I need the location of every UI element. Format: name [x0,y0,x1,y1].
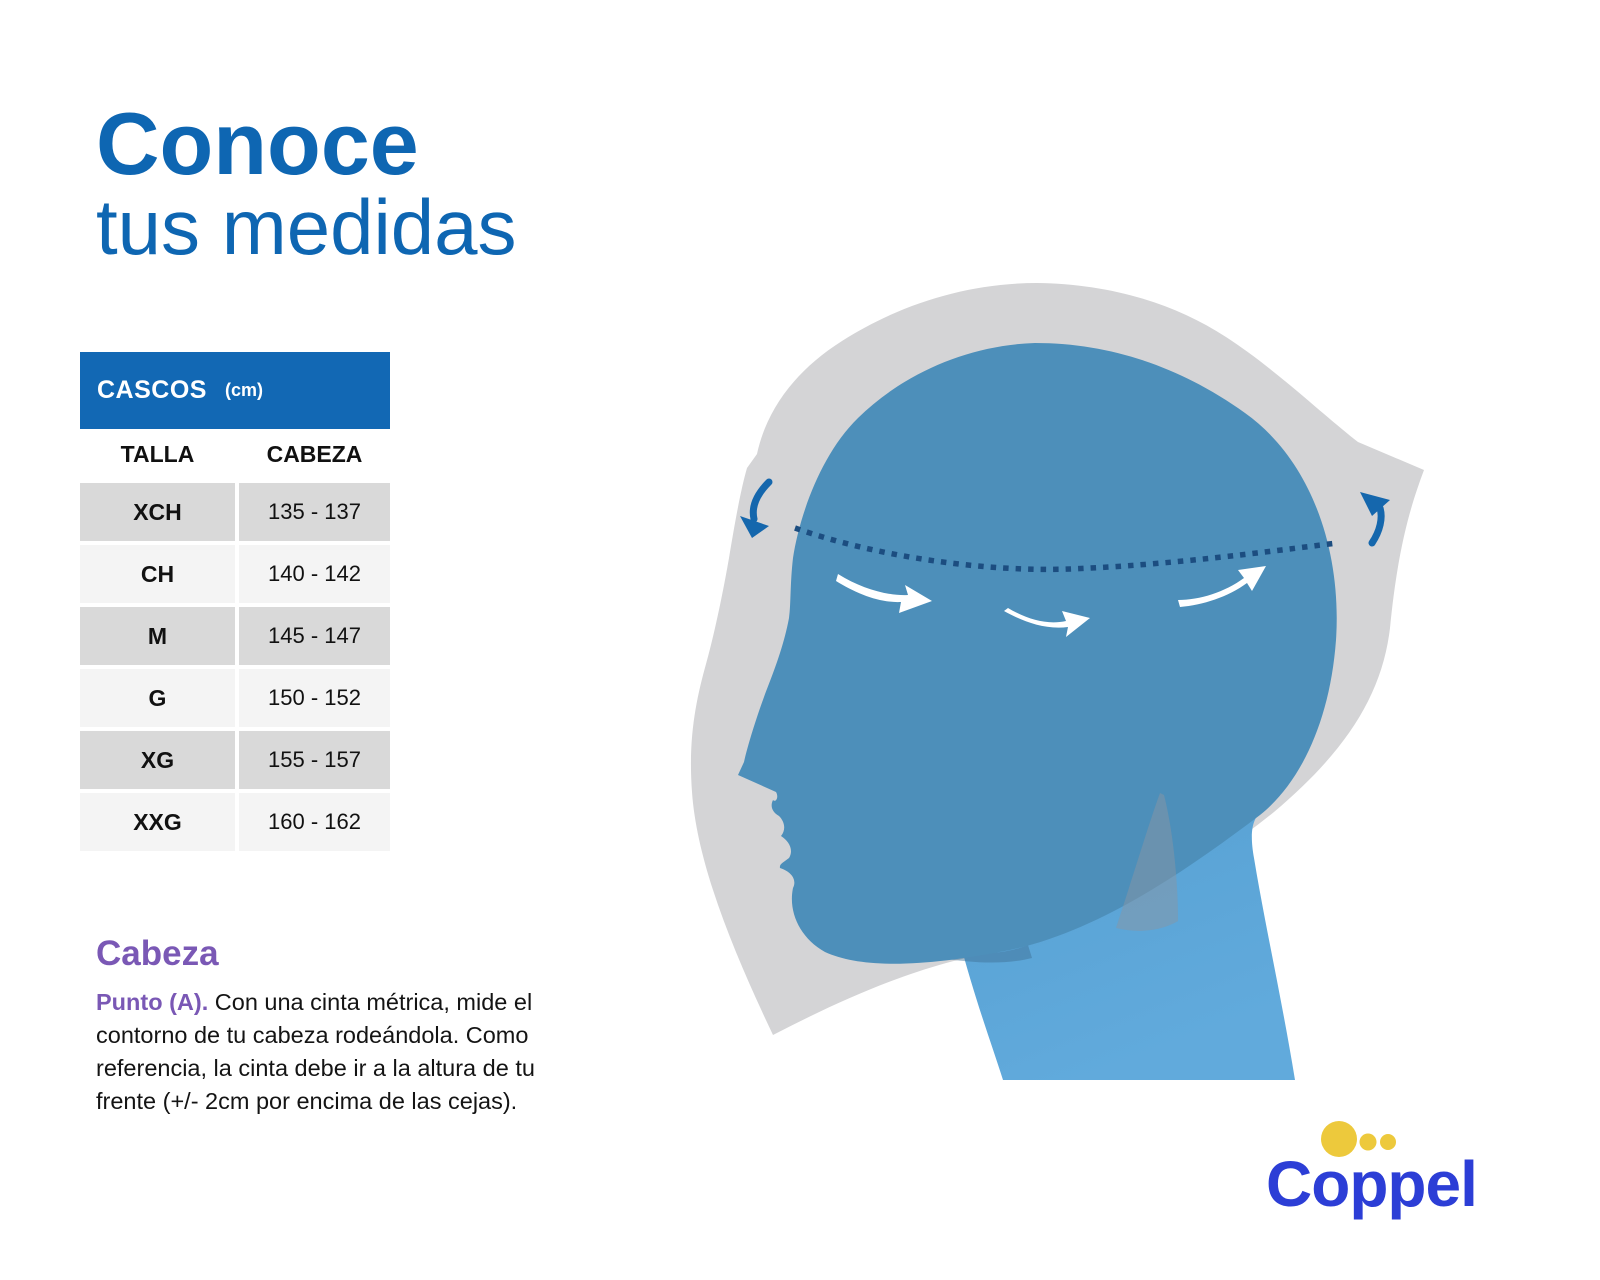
table-row: XCH 135 - 137 [80,483,390,541]
page-title: Conoce tus medidas [96,94,517,271]
size-range: 150 - 152 [239,669,390,727]
ear-shadow [1116,793,1178,931]
coppel-wordmark: Coppel [1266,1148,1478,1220]
size-range: 155 - 157 [239,731,390,789]
table-header-title: CASCOS [97,376,207,404]
table-row: XXG 160 - 162 [80,793,390,851]
size-label: G [80,669,235,727]
table-row: XG 155 - 157 [80,731,390,789]
section-heading-cabeza: Cabeza [96,934,219,973]
size-range: 160 - 162 [239,793,390,851]
white-arrow-left-icon [836,574,932,613]
table-column-headers: TALLA CABEZA [80,429,390,479]
page-title-line1: Conoce [96,94,419,193]
size-range: 135 - 137 [239,483,390,541]
column-header-talla: TALLA [120,440,195,467]
size-label: XG [80,731,235,789]
head-profile [738,343,1337,964]
table-header-bar: CASCOS (cm) [80,352,390,429]
blue-arrow-right-icon [1360,492,1390,547]
head-profile-illustration [690,283,1424,1080]
coppel-logo-dots-icon [1321,1121,1396,1157]
white-arrow-middle-icon [1004,608,1090,637]
coppel-logo: Coppel [1256,1088,1496,1228]
measuring-line [794,525,1338,573]
table-row: G 150 - 152 [80,669,390,727]
size-range: 140 - 142 [239,545,390,603]
size-label: M [80,607,235,665]
measurement-instructions: Punto (A). Con una cinta métrica, mide e… [96,986,574,1118]
white-arrow-right-icon [1178,566,1266,607]
instruction-text: Con una cinta métrica, mide el contorno … [96,989,535,1114]
table-row: CH 140 - 142 [80,545,390,603]
size-range: 145 - 147 [239,607,390,665]
page-title-line2: tus medidas [96,183,517,271]
blue-arrow-left-icon [740,478,773,538]
helmet-size-table: CASCOS (cm) TALLA CABEZA XCH 135 - 137 C… [80,352,390,851]
table-header-unit: (cm) [224,380,263,400]
column-header-cabeza: CABEZA [266,440,363,467]
size-label: CH [80,545,235,603]
instruction-lead: Punto (A). [96,989,209,1015]
size-label: XCH [80,483,235,541]
table-row: M 145 - 147 [80,607,390,665]
size-label: XXG [80,793,235,851]
